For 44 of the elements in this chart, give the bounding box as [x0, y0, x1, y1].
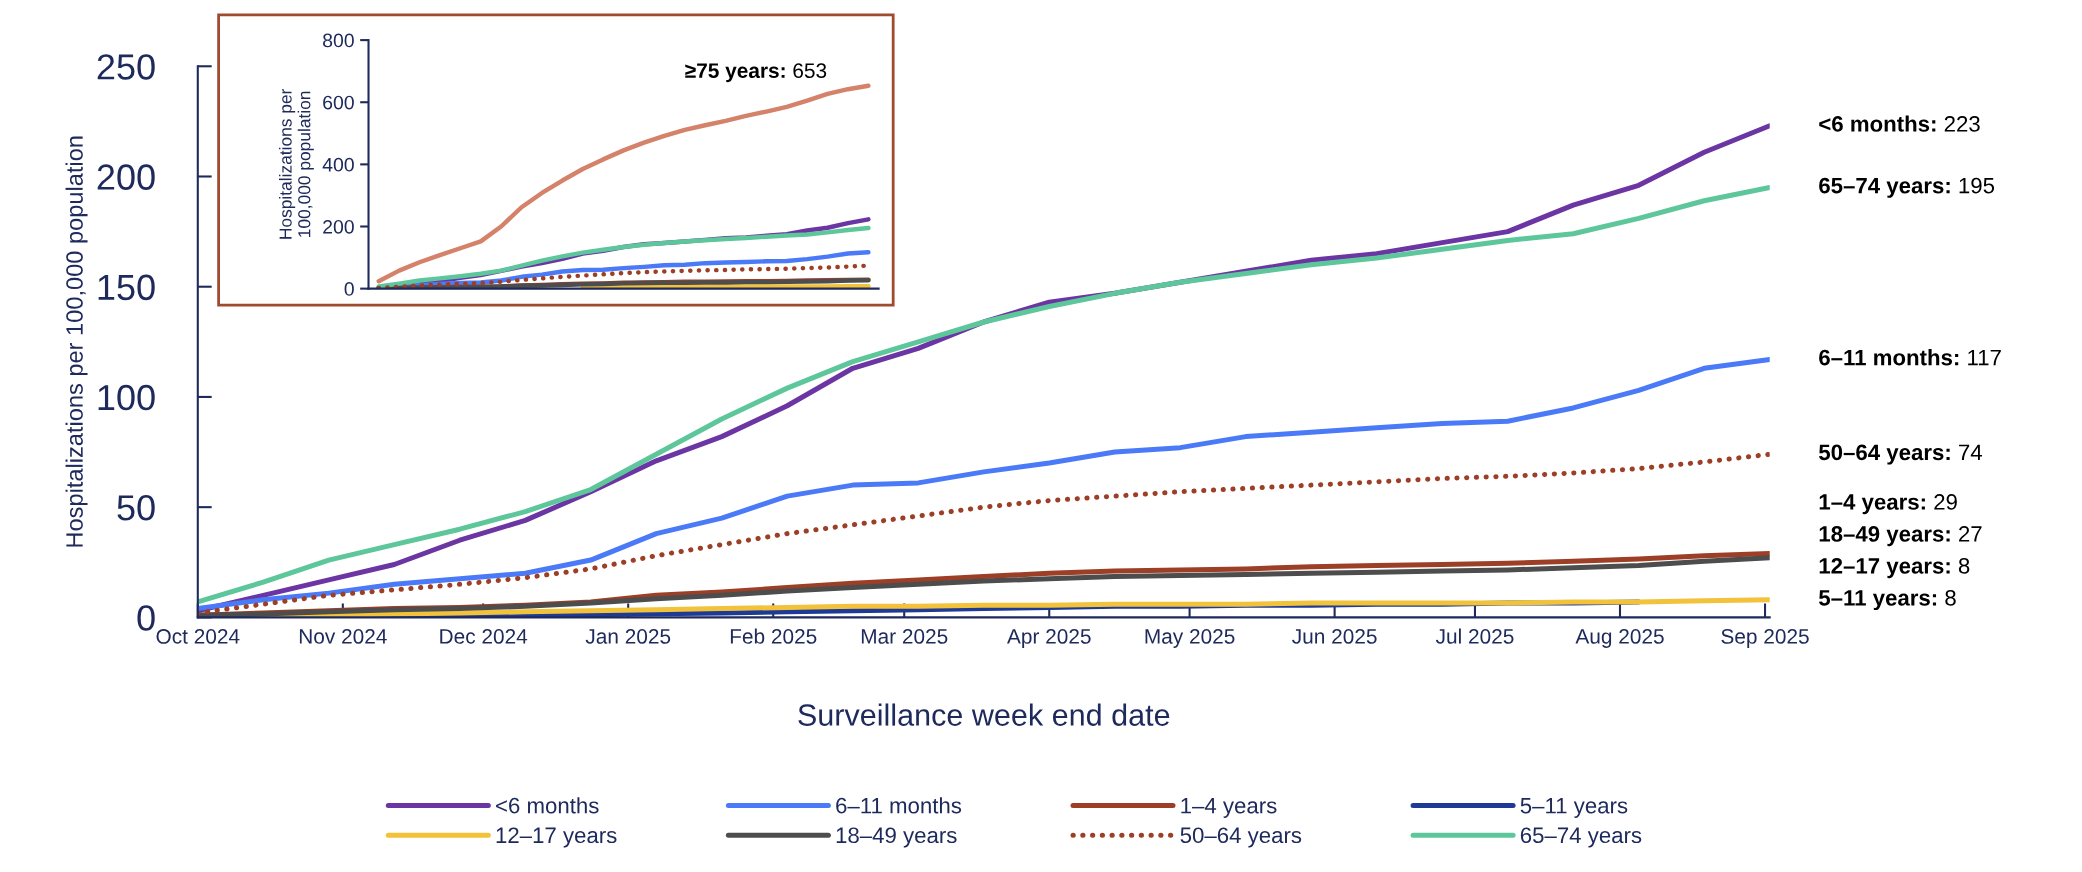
x-tick-label: Apr 2025	[1007, 629, 1091, 648]
y-tick-label: 200	[323, 219, 354, 234]
annotation: ≥75 years: 653	[685, 63, 827, 83]
y-tick-label: 0	[344, 282, 354, 296]
legend-label: 1–4 years	[1181, 798, 1277, 818]
y-tick-label: 250	[97, 54, 155, 80]
legend-label: 18–49 years	[836, 827, 957, 848]
legend-label: <6 months	[496, 797, 599, 814]
legend-label: 5–11 years	[1520, 798, 1628, 818]
annotation: 50–64 years: 74	[1819, 444, 1982, 465]
line-series	[376, 83, 871, 284]
annotation: 6–11 months: 117	[1819, 349, 2001, 366]
x-tick-label: Jun 2025	[1292, 629, 1377, 644]
legend-label: 6–11 months	[836, 797, 962, 814]
y-tick-label: 50	[117, 495, 155, 521]
annotation: 65–74 years: 195	[1819, 177, 1995, 198]
x-tick-label: May 2025	[1145, 629, 1235, 648]
x-tick-label: Jan 2025	[585, 629, 671, 644]
x-tick-label: Sep 2025	[1721, 629, 1809, 648]
legend-label: 65–74 years	[1520, 827, 1642, 848]
x-tick-label: Dec 2024	[440, 629, 528, 644]
y-tick-label: 200	[97, 164, 155, 190]
y-tick-label: 0	[137, 605, 155, 631]
annotation: 18–49 years: 27	[1819, 526, 1982, 547]
x-tick-label: Nov 2024	[299, 629, 387, 644]
x-tick-label: Aug 2025	[1575, 629, 1664, 648]
y-axis-title: Hospitalizations per 100,000 population	[65, 136, 88, 547]
y-tick-label: 600	[323, 95, 354, 110]
x-tick-label: Mar 2025	[861, 629, 948, 644]
y-axis-title: Hospitalizations per 100,000 population	[278, 88, 314, 239]
y-tick-label: 400	[322, 157, 354, 172]
annotation: 12–17 years: 8	[1819, 558, 1970, 579]
x-tick-label: Feb 2025	[730, 628, 817, 644]
y-tick-label: 800	[323, 33, 354, 48]
legend-label: 50–64 years	[1180, 827, 1302, 848]
annotation: 5–11 years: 8	[1819, 589, 1956, 611]
annotation: 1–4 years: 29	[1819, 494, 1957, 515]
legend-label: 12–17 years	[496, 827, 617, 848]
y-tick-label: 100	[98, 384, 155, 411]
x-tick-label: Oct 2024	[156, 629, 240, 644]
y-tick-label: 150	[98, 274, 155, 301]
x-tick-label: Jul 2025	[1435, 628, 1514, 644]
annotation: <6 months: 223	[1819, 115, 1980, 132]
x-axis-title: Surveillance week end date	[798, 703, 1170, 726]
